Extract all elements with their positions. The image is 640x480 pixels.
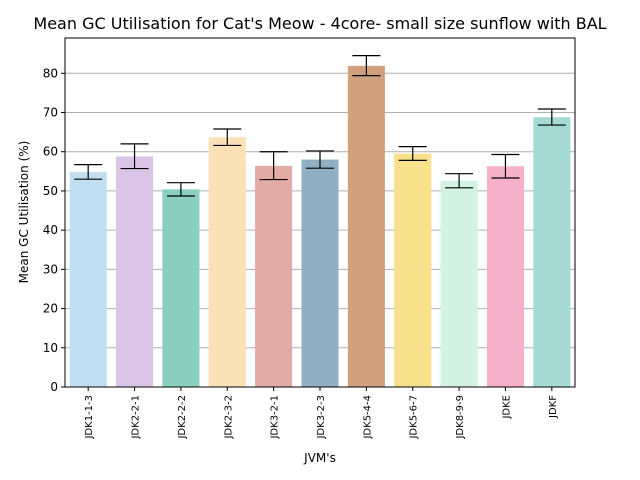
x-tick-label: JDK5-6-7 (409, 395, 420, 440)
bar (533, 117, 571, 387)
bar (116, 156, 154, 387)
bar (440, 180, 478, 387)
bar (208, 137, 246, 387)
y-tick-label: 70 (43, 106, 58, 120)
x-axis-ticks: JDK1-1-3 JDK2-2-1 JDK2-2-2 JDK2-3-2 JDK3-2-1… (84, 387, 559, 440)
y-tick-label: 60 (43, 145, 58, 159)
y-tick-label: 40 (43, 223, 58, 237)
x-tick-label: JDKE (501, 395, 512, 420)
bar (162, 189, 200, 387)
y-axis-ticks: 0 10 20 30 40 50 60 70 80 (43, 66, 65, 394)
y-tick-label: 30 (43, 262, 58, 276)
bar (69, 172, 107, 387)
x-tick-label: JDK8-9-9 (455, 395, 466, 440)
y-tick-label: 20 (43, 302, 58, 316)
bars (69, 65, 571, 387)
bar (486, 166, 524, 387)
x-tick-label: JDK2-3-2 (223, 395, 234, 440)
y-axis-label: Mean GC Utilisation (%) (17, 141, 31, 284)
x-tick-label: JDK2-2-1 (131, 395, 142, 440)
x-tick-label: JDK3-2-1 (270, 395, 281, 440)
y-tick-label: 80 (43, 66, 58, 80)
x-axis-label: JVM's (303, 451, 336, 465)
bar (394, 153, 432, 387)
x-tick-label: JDK3-2-3 (316, 395, 327, 440)
y-tick-label: 50 (43, 184, 58, 198)
x-tick-label: JDKF (548, 395, 559, 419)
x-tick-label: JDK2-2-2 (177, 395, 188, 440)
x-tick-label: JDK5-4-4 (362, 395, 373, 440)
error-bars (74, 55, 566, 197)
bar (255, 165, 293, 387)
chart-title: Mean GC Utilisation for Cat's Meow - 4co… (33, 14, 606, 33)
y-tick-label: 10 (43, 341, 58, 355)
y-tick-label: 0 (50, 380, 58, 394)
bar (347, 65, 385, 387)
x-tick-label: JDK1-1-3 (84, 395, 95, 440)
bar (301, 159, 339, 387)
